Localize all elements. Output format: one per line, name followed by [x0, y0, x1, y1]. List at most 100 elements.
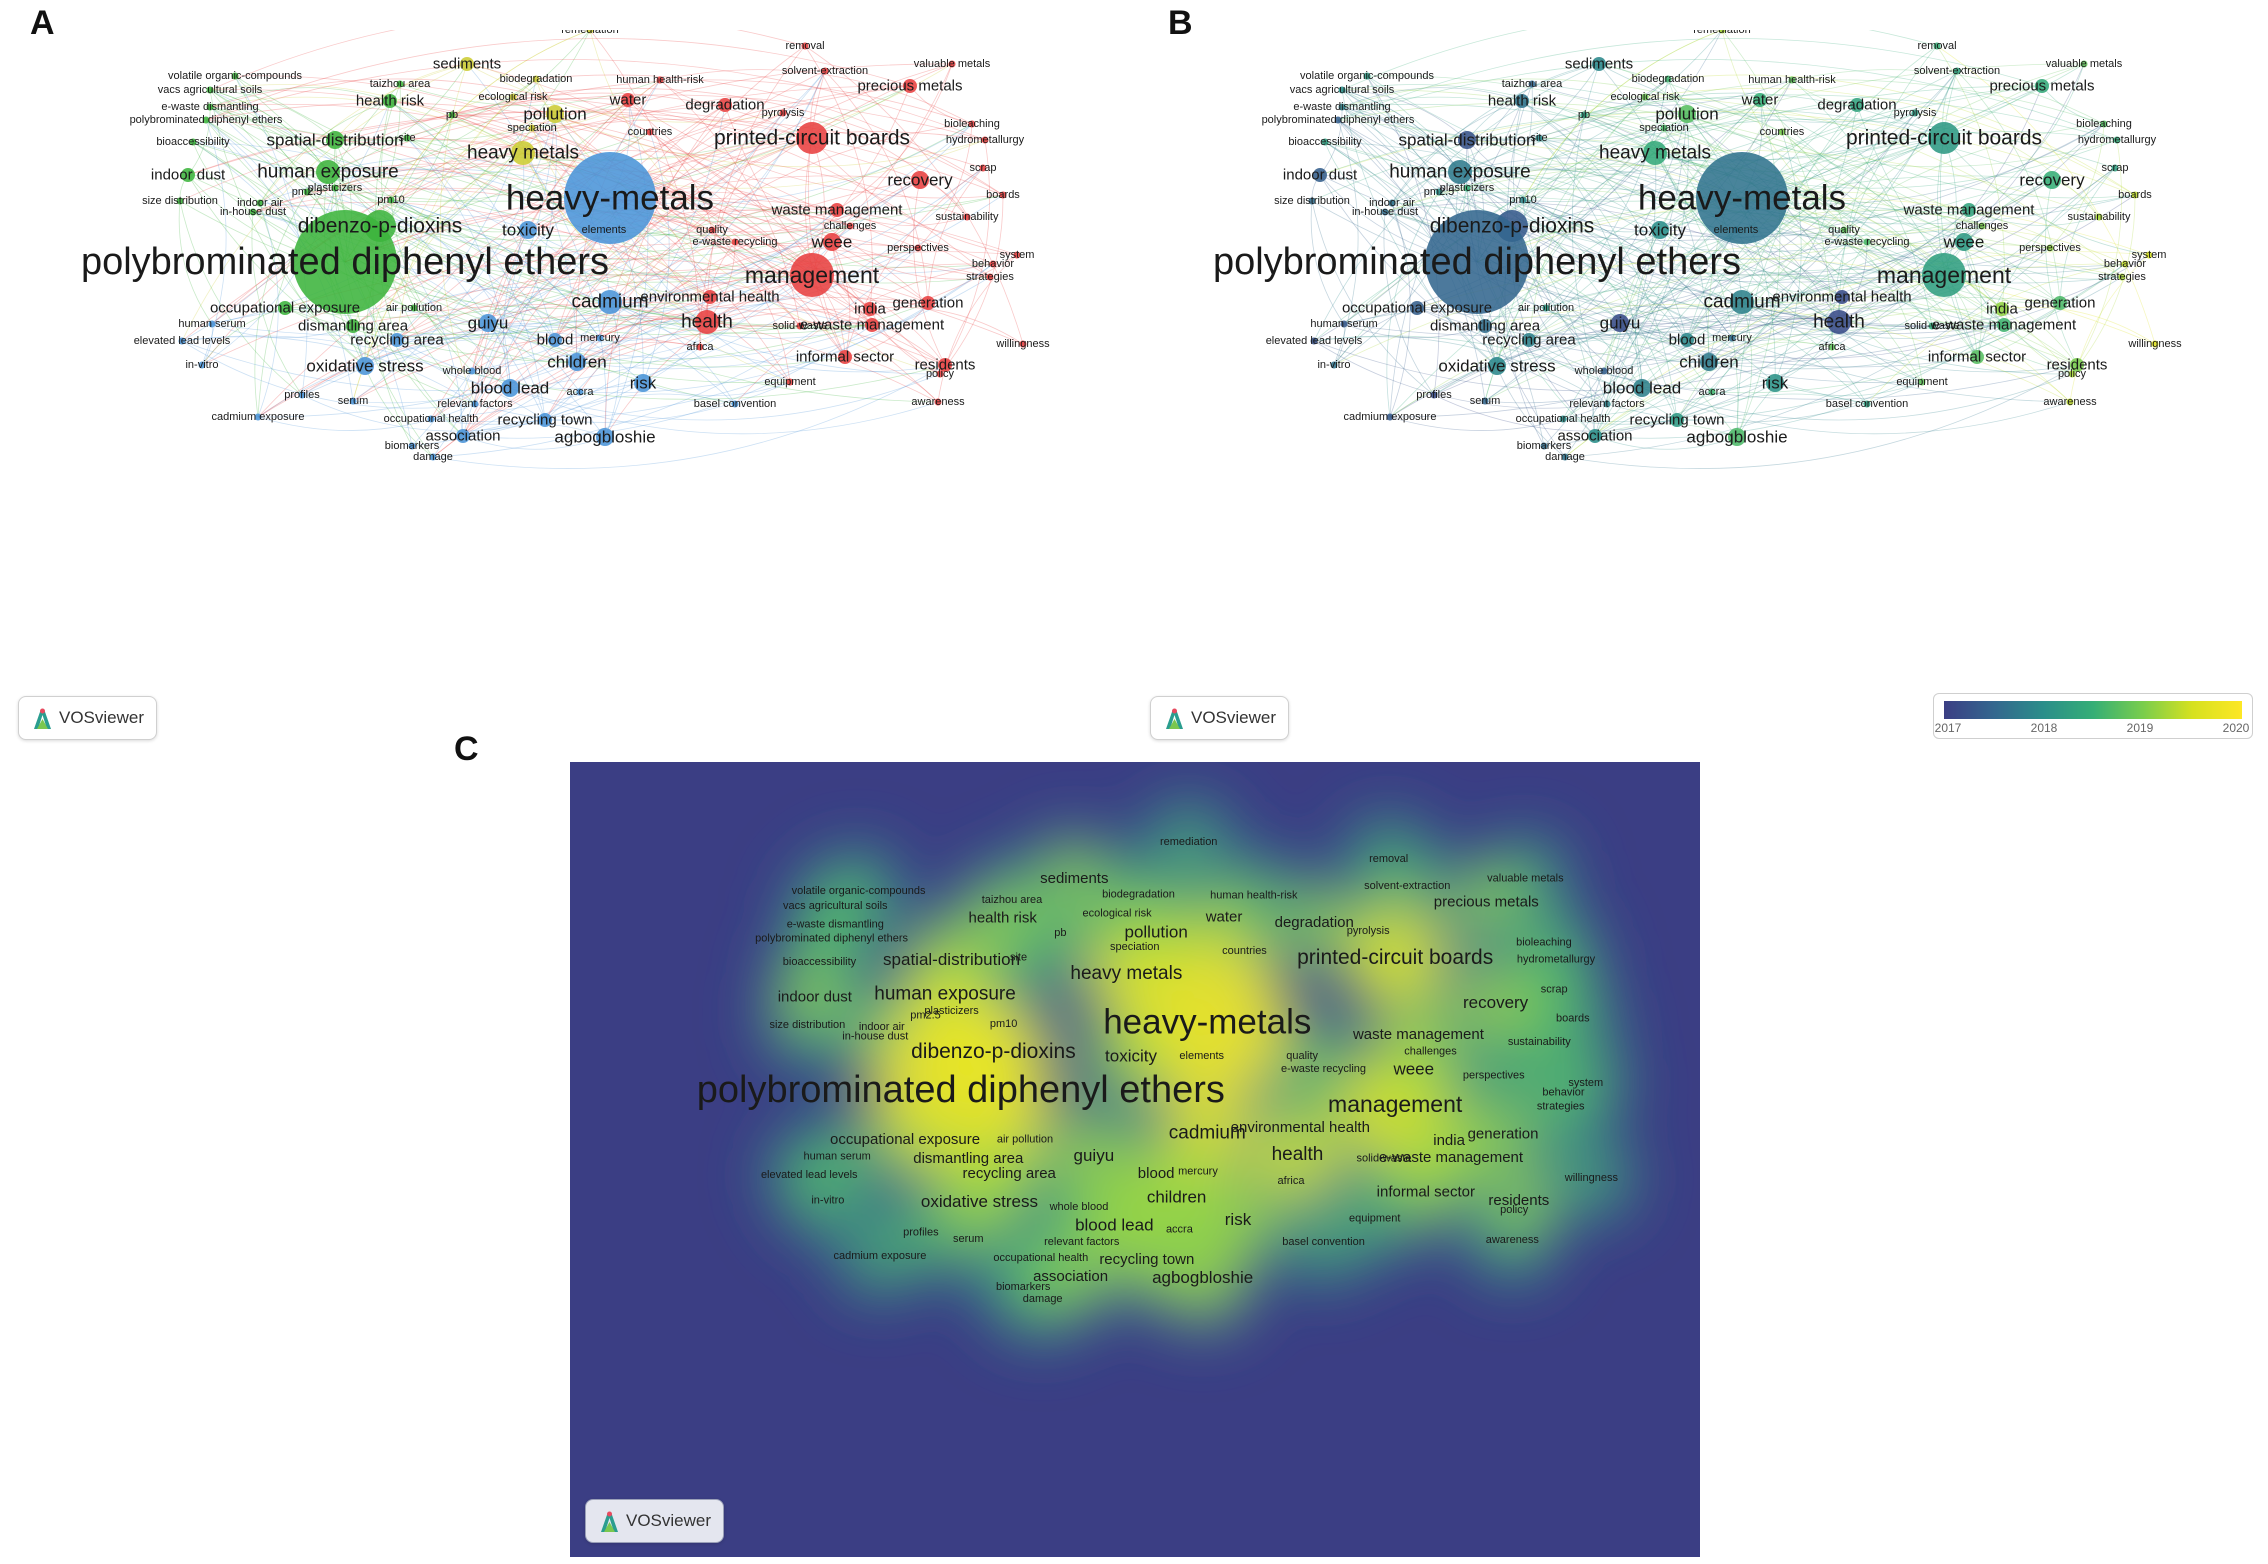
keyword-label[interactable]: dibenzo-p-dioxins	[1430, 215, 1595, 238]
keyword-label[interactable]: recycling town	[1099, 1251, 1194, 1268]
keyword-node[interactable]	[1435, 188, 1443, 196]
keyword-node[interactable]	[934, 398, 942, 406]
keyword-node[interactable]	[696, 343, 704, 351]
keyword-label[interactable]: recovery	[1463, 993, 1529, 1012]
keyword-label[interactable]: speciation	[507, 122, 557, 134]
keyword-label[interactable]: e-waste dismantling	[787, 918, 884, 930]
keyword-node[interactable]	[731, 238, 739, 246]
keyword-node[interactable]	[1728, 334, 1736, 342]
keyword-label[interactable]: sediments	[433, 56, 501, 73]
keyword-node[interactable]	[1310, 337, 1318, 345]
keyword-label[interactable]: challenges	[1956, 220, 2009, 232]
keyword-label[interactable]: system	[1568, 1077, 1603, 1089]
keyword-label[interactable]: degradation	[1275, 914, 1354, 931]
keyword-node[interactable]	[1019, 340, 1027, 348]
keyword-label[interactable]: printed-circuit boards	[714, 127, 910, 150]
keyword-node[interactable]	[448, 111, 456, 119]
keyword-label[interactable]: ecological risk	[1083, 908, 1153, 920]
keyword-node[interactable]	[1730, 290, 1754, 314]
keyword-node[interactable]	[206, 103, 214, 111]
keyword-node[interactable]	[1928, 322, 1936, 330]
keyword-node[interactable]	[986, 273, 994, 281]
keyword-label[interactable]: hydrometallurgy	[2078, 134, 2157, 146]
keyword-node[interactable]	[1519, 196, 1527, 204]
keyword-label[interactable]: strategies	[1537, 1100, 1585, 1112]
keyword-label[interactable]: pollution	[1655, 105, 1718, 124]
keyword-label[interactable]: plasticizers	[1440, 182, 1495, 194]
keyword-label[interactable]: indoor air	[1369, 197, 1415, 209]
keyword-label[interactable]: dismantling area	[913, 1150, 1024, 1167]
keyword-node[interactable]	[1540, 442, 1548, 450]
keyword-node[interactable]	[695, 310, 719, 334]
keyword-node[interactable]	[1718, 30, 1726, 34]
keyword-label[interactable]: bioleaching	[1516, 937, 1572, 949]
keyword-node[interactable]	[921, 296, 935, 310]
keyword-label[interactable]: human health-risk	[616, 74, 704, 86]
keyword-node[interactable]	[178, 337, 186, 345]
keyword-label[interactable]: behavior	[1542, 1086, 1585, 1098]
keyword-label[interactable]: damage	[1545, 451, 1585, 463]
keyword-label[interactable]: spatial-distribution	[266, 131, 403, 150]
keyword-label[interactable]: remediation	[561, 30, 618, 36]
keyword-label[interactable]: pyrolysis	[762, 107, 805, 119]
keyword-node[interactable]	[1363, 72, 1371, 80]
keyword-label[interactable]: bioaccessibility	[1288, 136, 1362, 148]
keyword-label[interactable]: recycling town	[497, 412, 592, 429]
keyword-label[interactable]: printed-circuit boards	[1846, 127, 2042, 150]
keyword-node[interactable]	[298, 391, 306, 399]
keyword-label[interactable]: polybrominated diphenyl ethers	[81, 241, 609, 283]
keyword-label[interactable]: management	[745, 262, 880, 288]
keyword-node[interactable]	[1678, 105, 1696, 123]
keyword-label[interactable]: precious metals	[1434, 893, 1539, 910]
keyword-label[interactable]: system	[2132, 249, 2167, 261]
keyword-node[interactable]	[1918, 378, 1926, 386]
keyword-label[interactable]: e-waste recycling	[1825, 236, 1910, 248]
keyword-label[interactable]: challenges	[824, 220, 877, 232]
keyword-label[interactable]: removal	[1917, 40, 1956, 52]
keyword-label[interactable]: weee	[1392, 1059, 1434, 1078]
keyword-node[interactable]	[1641, 93, 1649, 101]
keyword-label[interactable]: taizhou area	[982, 894, 1043, 906]
keyword-node[interactable]	[796, 322, 804, 330]
keyword-node[interactable]	[1386, 413, 1394, 421]
keyword-label[interactable]: removal	[785, 40, 824, 52]
keyword-node[interactable]	[331, 184, 339, 192]
keyword-node[interactable]	[821, 67, 829, 75]
keyword-label[interactable]: residents	[2047, 357, 2108, 374]
keyword-label[interactable]: human health-risk	[1210, 890, 1298, 902]
keyword-label[interactable]: scrap	[2102, 162, 2129, 174]
keyword-node[interactable]	[911, 171, 929, 189]
keyword-label[interactable]: indoor air	[237, 197, 283, 209]
keyword-node[interactable]	[1778, 128, 1786, 136]
keyword-node[interactable]	[1978, 222, 1986, 230]
keyword-label[interactable]: blood	[1138, 1165, 1175, 1182]
keyword-node[interactable]	[586, 30, 594, 34]
keyword-node[interactable]	[786, 378, 794, 386]
keyword-node[interactable]	[1643, 141, 1667, 165]
keyword-node[interactable]	[278, 301, 292, 315]
keyword-label[interactable]: management	[1328, 1091, 1463, 1117]
keyword-node[interactable]	[2035, 79, 2049, 93]
keyword-label[interactable]: quality	[696, 224, 728, 236]
keyword-label[interactable]: mercury	[1712, 332, 1752, 344]
keyword-label[interactable]: water	[1205, 908, 1243, 925]
keyword-node[interactable]	[1708, 388, 1716, 396]
keyword-node[interactable]	[2145, 251, 2153, 259]
keyword-label[interactable]: solvent-extraction	[1364, 880, 1450, 892]
keyword-node[interactable]	[2080, 60, 2088, 68]
keyword-node[interactable]	[1660, 124, 1668, 132]
network-view-panel[interactable]: polybrominated diphenyl ethers heavy-meta…	[0, 30, 1090, 680]
keyword-label[interactable]: pb	[1578, 109, 1590, 121]
keyword-label[interactable]: in-house dust	[220, 206, 286, 218]
keyword-node[interactable]	[846, 222, 854, 230]
keyword-label[interactable]: awareness	[1486, 1234, 1540, 1246]
keyword-label[interactable]: spatial-distribution	[883, 950, 1020, 969]
keyword-node[interactable]	[1670, 413, 1684, 427]
keyword-node[interactable]	[546, 105, 564, 123]
keyword-node[interactable]	[830, 203, 844, 217]
keyword-label[interactable]: relevant factors	[1569, 398, 1645, 410]
keyword-label[interactable]: profiles	[1416, 389, 1452, 401]
keyword-node[interactable]	[1962, 203, 1976, 217]
density-map[interactable]: polybrominated diphenyl ethers heavy-meta…	[570, 762, 1700, 1557]
keyword-label[interactable]: sustainability	[1508, 1036, 1571, 1048]
